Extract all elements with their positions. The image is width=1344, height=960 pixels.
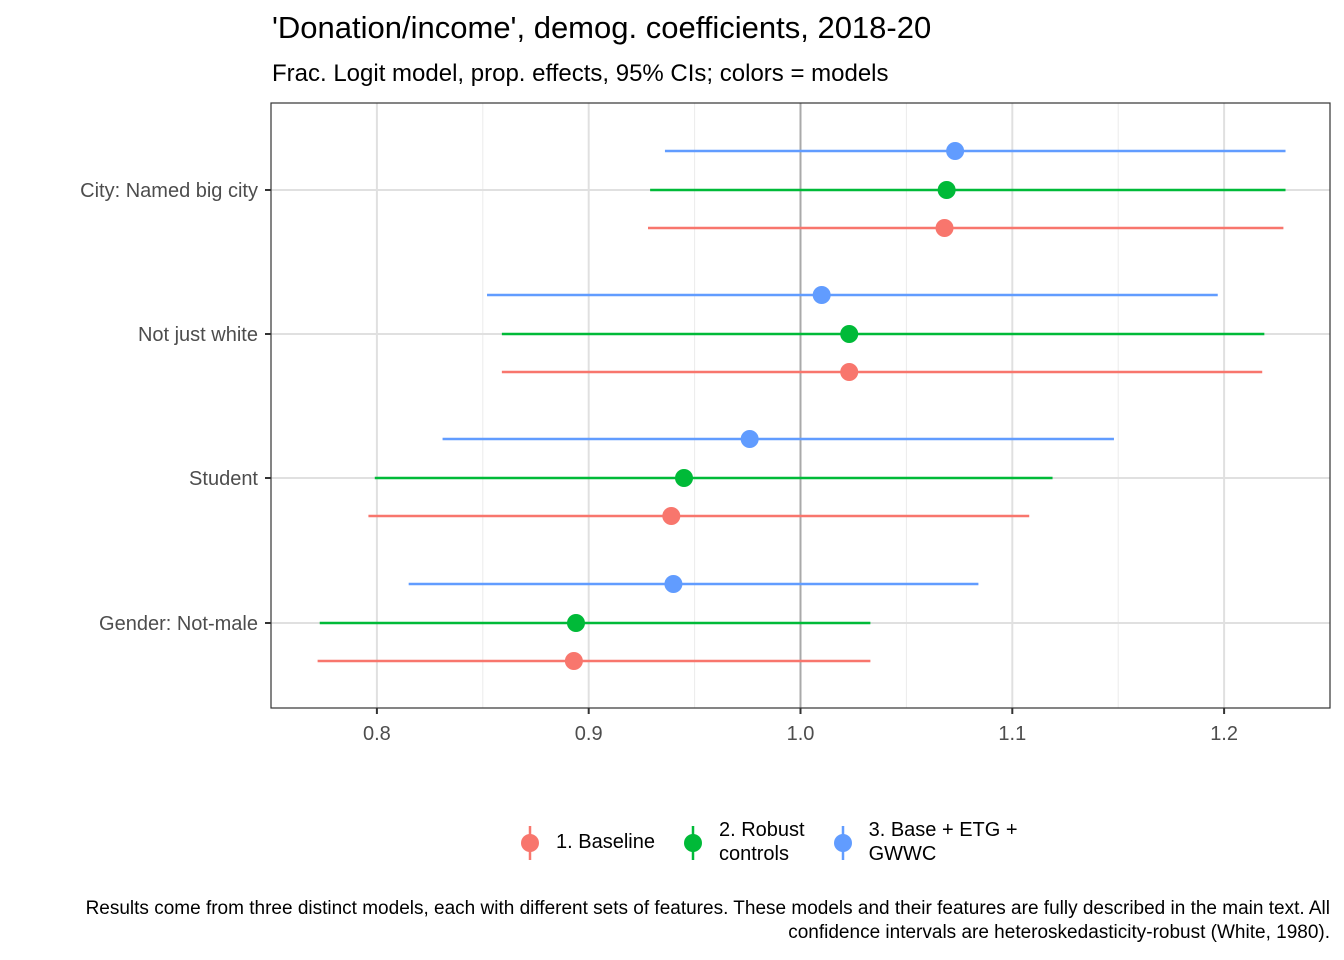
caption: Results come from three distinct models,… xyxy=(85,898,1330,943)
legend-key xyxy=(833,826,852,860)
legend-key-point xyxy=(683,834,702,852)
x-tick-label: 1.0 xyxy=(787,723,815,745)
legend-key-point xyxy=(521,834,539,852)
chart-title: 'Donation/income', demog. coefficients, … xyxy=(272,10,932,45)
chart-subtitle: Frac. Logit model, prop. effects, 95% CI… xyxy=(272,60,889,87)
estimate-point xyxy=(675,469,694,487)
legend-label: 2. Robust controls xyxy=(718,819,805,865)
estimate-point xyxy=(840,325,859,343)
y-tick-label: Not just white xyxy=(138,324,258,346)
estimate-point xyxy=(664,575,683,593)
y-tick-label: Gender: Not-male xyxy=(99,613,258,635)
legend-key xyxy=(521,826,539,860)
x-tick-label: 1.2 xyxy=(1210,723,1238,745)
legend-item: 3. Base + ETG + GWWC xyxy=(825,818,1018,866)
x-tick-label: 1.1 xyxy=(998,723,1026,745)
y-tick-label: City: Named big city xyxy=(80,180,258,202)
legend-item: 2. Robust controls xyxy=(675,818,805,866)
x-tick-label: 0.8 xyxy=(363,723,391,745)
coefficient-plot: City: Named big city Not just white Studen… xyxy=(80,102,1331,745)
legend-label: 1. Baseline xyxy=(556,831,655,853)
legend-label: 3. Base + ETG + GWWC xyxy=(868,819,1018,865)
estimate-point xyxy=(946,142,965,160)
legend-key xyxy=(683,826,702,860)
estimate-point xyxy=(937,181,956,199)
x-tick-label: 0.9 xyxy=(575,723,603,745)
estimate-point xyxy=(840,363,859,381)
legend: 1. Baseline 2. Robust controls 3. Base + E… xyxy=(512,818,1038,866)
y-tick-label: Student xyxy=(189,468,258,490)
estimate-point xyxy=(935,219,954,237)
legend-key-point xyxy=(833,834,852,852)
estimate-point xyxy=(812,286,831,304)
estimate-point xyxy=(740,430,759,448)
estimate-point xyxy=(566,614,585,632)
estimate-point xyxy=(564,652,583,670)
legend-item: 1. Baseline xyxy=(512,820,655,864)
estimate-point xyxy=(662,507,681,525)
